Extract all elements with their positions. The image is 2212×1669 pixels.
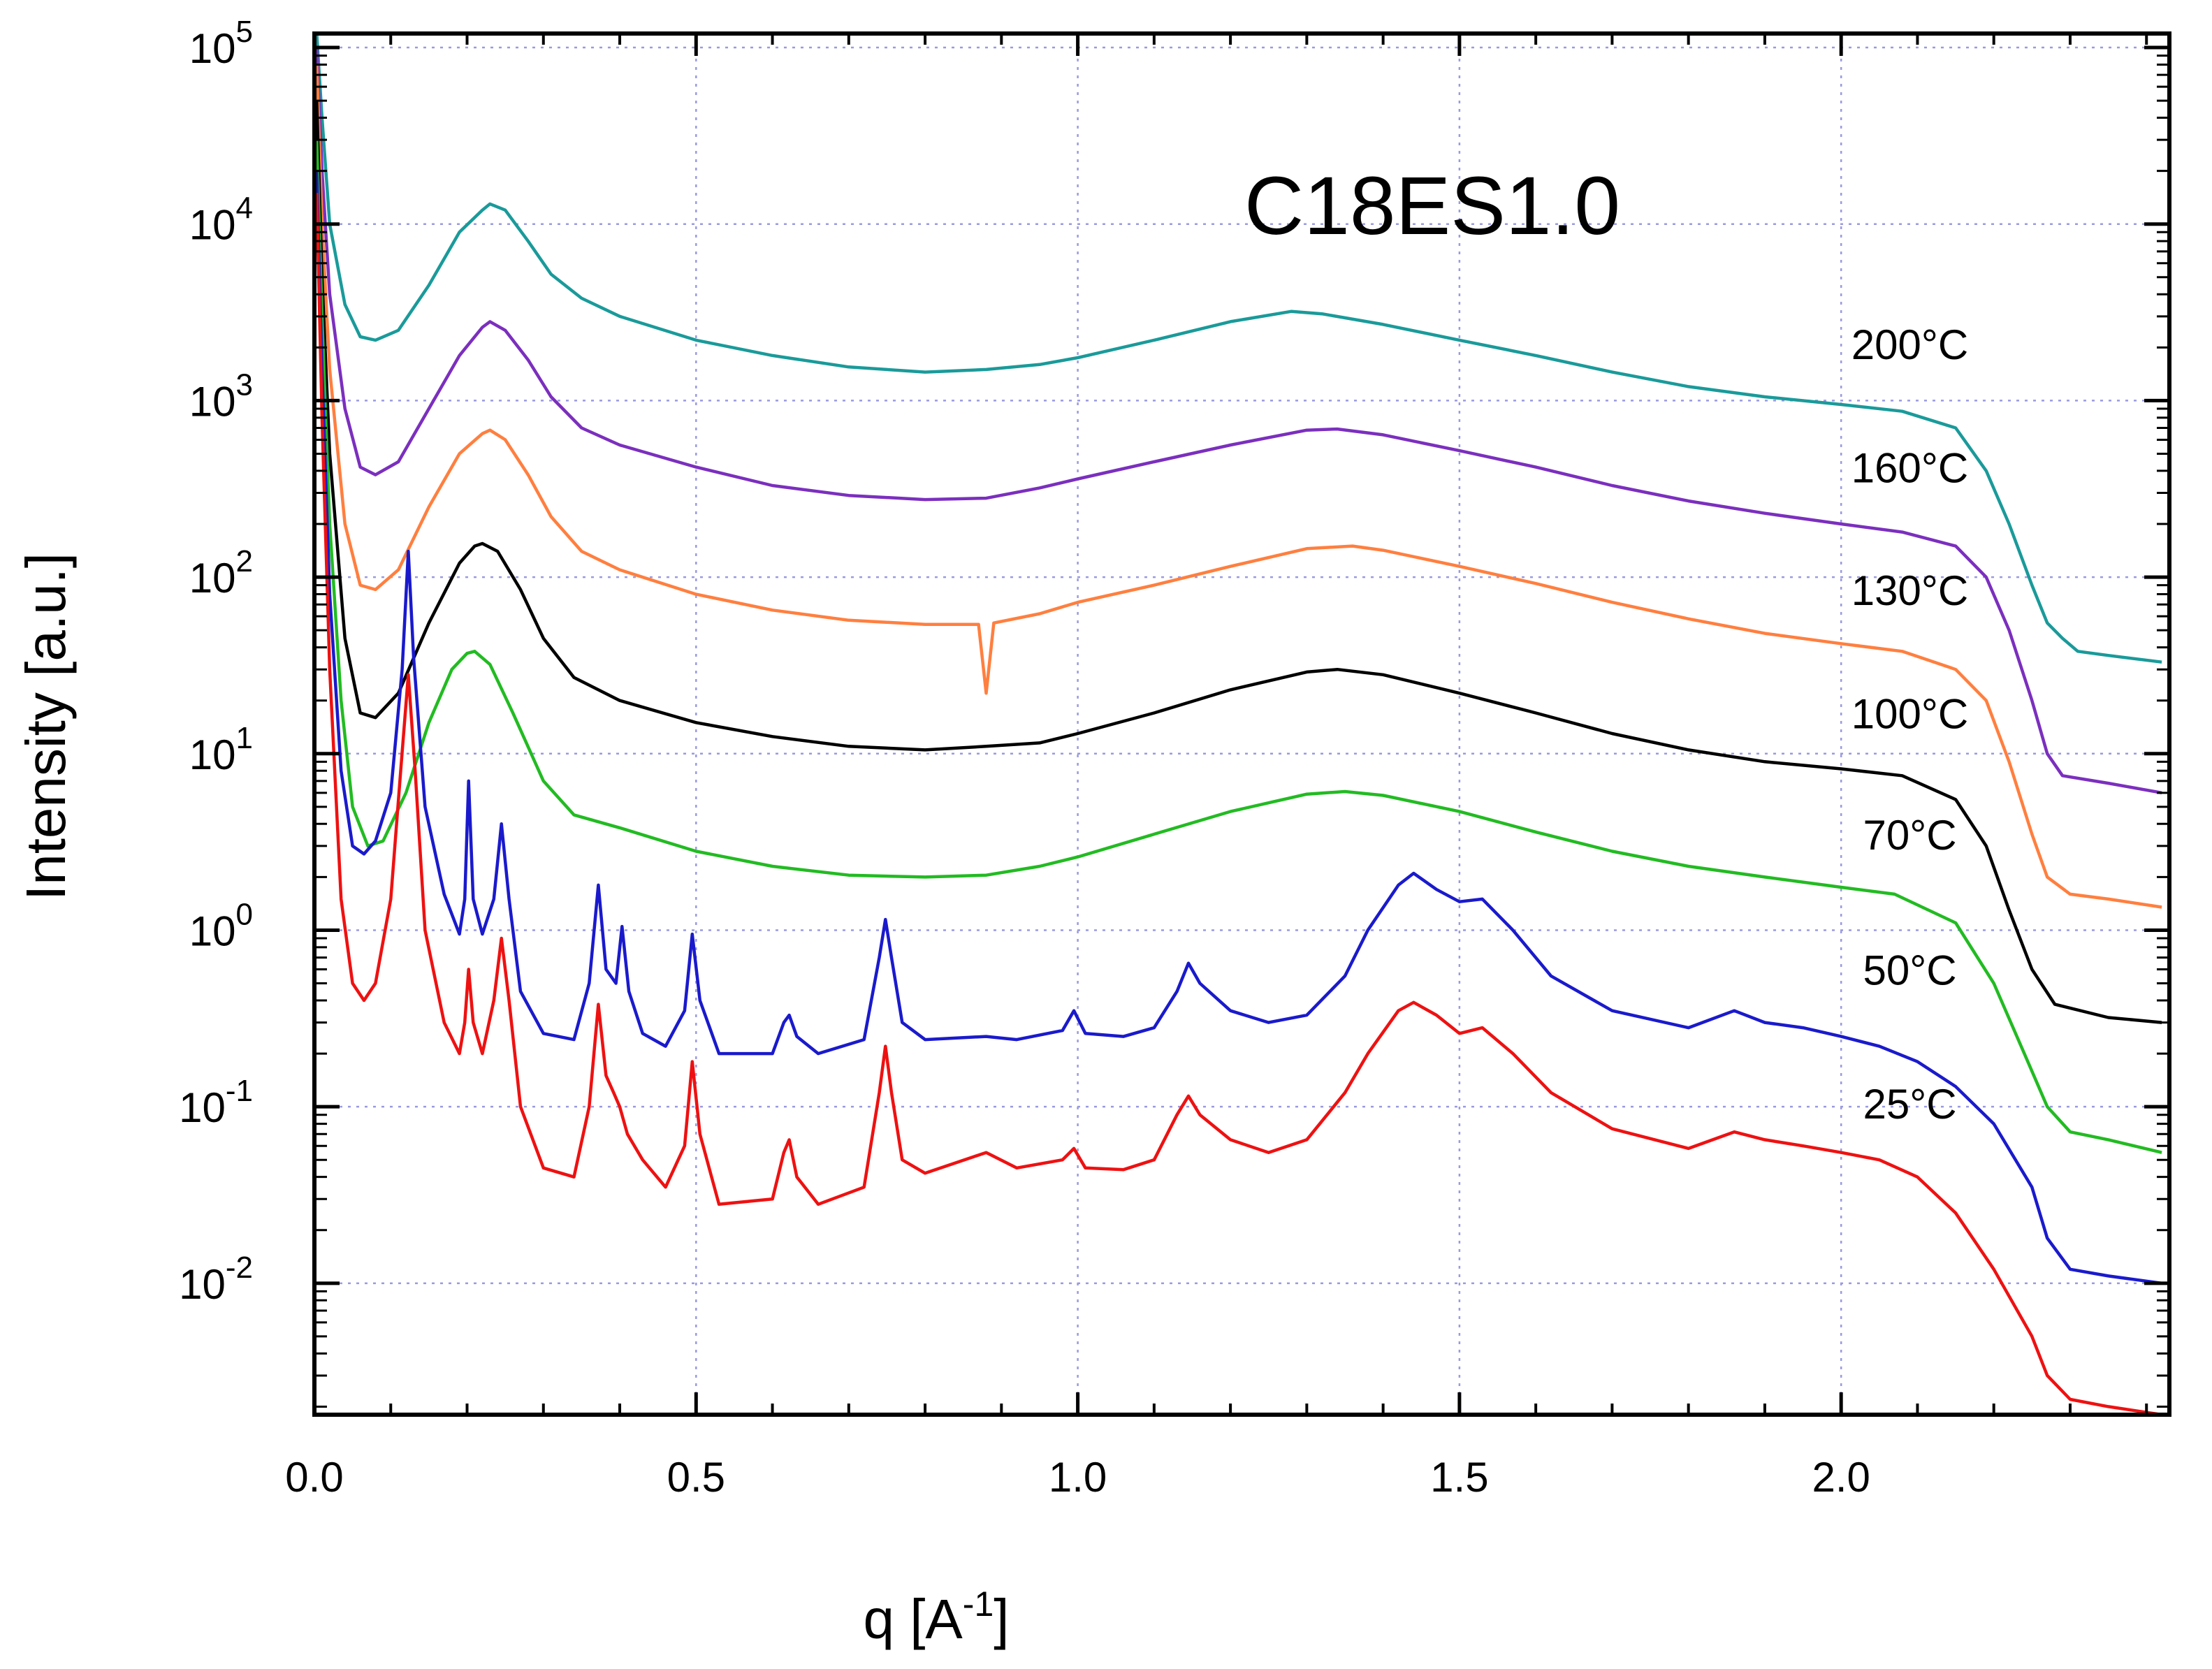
series-line xyxy=(315,64,2162,909)
y-tick-exponent: 3 xyxy=(236,367,253,402)
series-label: 25°C xyxy=(1863,1081,1956,1128)
series-line xyxy=(315,170,2162,1285)
x-axis-title-exponent: -1 xyxy=(963,1584,994,1624)
y-tick-base: 10 xyxy=(189,908,236,954)
series-label: 50°C xyxy=(1863,947,1956,994)
series-label: 160°C xyxy=(1851,445,1968,492)
series-line xyxy=(315,33,2162,664)
x-tick-label: 2.0 xyxy=(1812,1454,1870,1501)
axis-frame xyxy=(312,31,2171,1417)
x-tick-label: 0.0 xyxy=(285,1454,343,1501)
series-label: 130°C xyxy=(1851,567,1968,614)
data-series xyxy=(315,33,2162,1417)
y-tick-base: 10 xyxy=(189,555,236,602)
x-axis-title-main: q [A xyxy=(863,1588,963,1650)
series-label: 200°C xyxy=(1851,321,1968,368)
series-line xyxy=(315,193,2162,1417)
x-tick-label: 1.0 xyxy=(1049,1454,1107,1501)
x-axis-title-suffix: ] xyxy=(994,1588,1009,1650)
y-tick-base: 10 xyxy=(179,1261,226,1308)
y-tick-label: 103 xyxy=(189,367,253,425)
y-tick-exponent: -1 xyxy=(226,1074,253,1108)
x-tick-label: 1.5 xyxy=(1430,1454,1488,1501)
y-tick-base: 10 xyxy=(189,25,236,72)
x-axis-title: q [A-1] xyxy=(863,1584,1009,1650)
y-tick-base: 10 xyxy=(189,731,236,778)
series-label: 100°C xyxy=(1851,691,1968,738)
y-tick-label: 100 xyxy=(189,897,253,954)
x-axis-ticks: 0.0 0.5 1.0 1.5 2.0 xyxy=(285,34,2148,1501)
y-tick-exponent: 5 xyxy=(236,15,253,49)
series-line xyxy=(315,140,2162,1154)
series-labels: 200°C 160°C 130°C 100°C 70°C 50°C 25°C xyxy=(1851,321,1968,1128)
y-tick-label: 101 xyxy=(189,721,253,778)
series-line xyxy=(315,47,2162,795)
series-line xyxy=(315,101,2162,1024)
chart-title: C18ES1.0 xyxy=(1244,160,1620,252)
x-tick-label: 0.5 xyxy=(667,1454,725,1501)
y-tick-exponent: 1 xyxy=(236,721,253,755)
y-tick-label: 10-1 xyxy=(179,1074,253,1131)
y-tick-exponent: 2 xyxy=(236,544,253,578)
y-tick-label: 104 xyxy=(189,191,253,249)
y-tick-label: 10-2 xyxy=(179,1251,253,1308)
y-tick-label: 105 xyxy=(189,15,253,72)
series-label: 70°C xyxy=(1863,812,1956,859)
y-axis-title: Intensity [a.u.] xyxy=(15,553,77,901)
y-tick-base: 10 xyxy=(189,202,236,249)
y-tick-exponent: -2 xyxy=(226,1251,253,1285)
y-tick-exponent: 0 xyxy=(236,897,253,931)
plot-frame xyxy=(312,31,2171,1417)
y-tick-label: 102 xyxy=(189,544,253,602)
y-tick-base: 10 xyxy=(189,378,236,425)
grid-lines xyxy=(314,34,2169,1415)
y-tick-base: 10 xyxy=(179,1084,226,1131)
y-tick-exponent: 4 xyxy=(236,191,253,226)
